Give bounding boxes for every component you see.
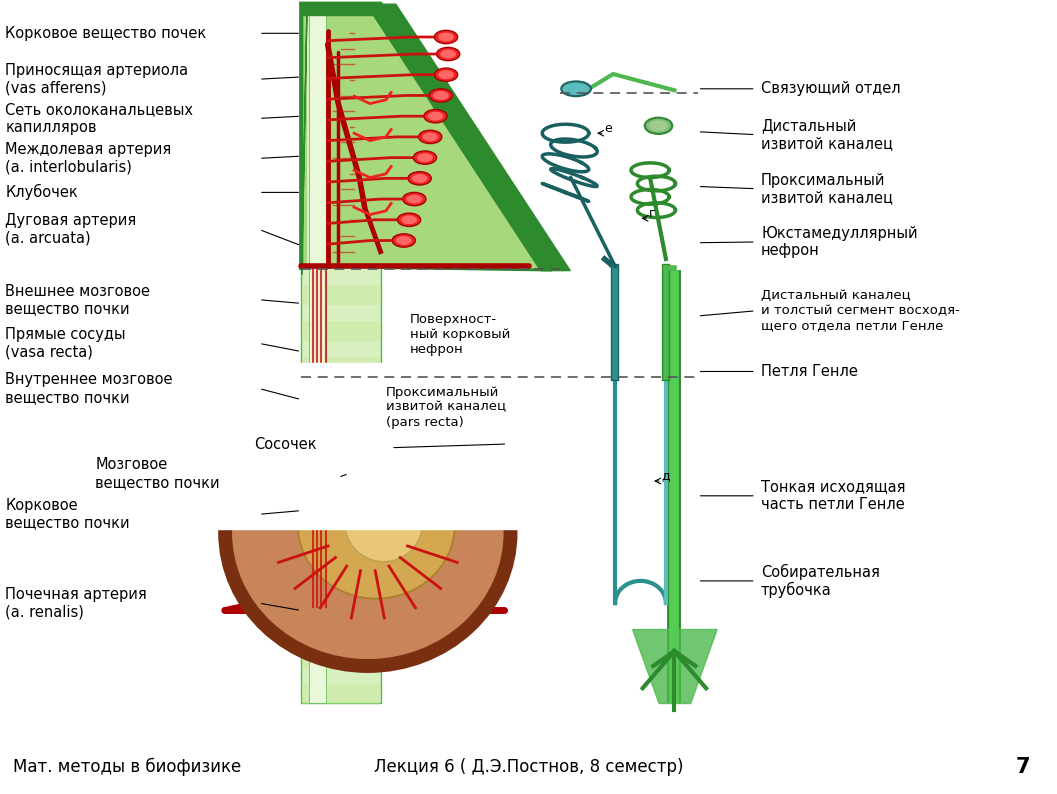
Ellipse shape xyxy=(645,118,672,134)
Text: Связующий отдел: Связующий отдел xyxy=(761,81,901,96)
Text: Сеть околоканальцевых
капилляров: Сеть околоканальцевых капилляров xyxy=(5,102,193,135)
Polygon shape xyxy=(309,7,326,703)
Ellipse shape xyxy=(649,120,668,131)
Text: д: д xyxy=(662,469,670,483)
Ellipse shape xyxy=(419,130,442,144)
Text: Почечная артерия
(a. renalis): Почечная артерия (a. renalis) xyxy=(5,587,147,619)
Text: Юкстамедуллярный
нефрон: Юкстамедуллярный нефрон xyxy=(761,225,917,258)
Ellipse shape xyxy=(395,236,412,245)
Ellipse shape xyxy=(433,91,449,100)
Text: Прямые сосуды
(vasa recta): Прямые сосуды (vasa recta) xyxy=(5,327,126,360)
Text: Поверхност-
ный корковый
нефрон: Поверхност- ный корковый нефрон xyxy=(410,313,511,356)
Ellipse shape xyxy=(427,112,444,121)
Text: Проксимальный
извитой каналец: Проксимальный извитой каналец xyxy=(761,172,893,205)
Ellipse shape xyxy=(402,215,416,224)
Ellipse shape xyxy=(225,399,511,666)
Text: Собирательная
трубочка: Собирательная трубочка xyxy=(761,564,879,599)
Text: Сосочек: Сосочек xyxy=(254,437,316,452)
Ellipse shape xyxy=(440,49,457,59)
Text: Приносящая артериола
(vas afferens): Приносящая артериола (vas afferens) xyxy=(5,63,188,95)
Ellipse shape xyxy=(561,82,591,96)
Ellipse shape xyxy=(434,30,458,44)
Text: Тонкая исходящая
часть петли Генле: Тонкая исходящая часть петли Генле xyxy=(761,480,906,512)
Text: Проксимальный
извитой каналец
(pars recta): Проксимальный извитой каналец (pars rect… xyxy=(386,386,506,429)
Ellipse shape xyxy=(412,174,428,183)
Text: Петля Генле: Петля Генле xyxy=(761,364,858,379)
Ellipse shape xyxy=(416,153,433,162)
Ellipse shape xyxy=(423,133,439,141)
Text: Корковое вещество почек: Корковое вещество почек xyxy=(5,25,206,40)
Text: Клубочек: Клубочек xyxy=(5,184,78,200)
Ellipse shape xyxy=(438,33,455,41)
Ellipse shape xyxy=(437,48,460,60)
Text: Внутреннее мозговое
вещество почки: Внутреннее мозговое вещество почки xyxy=(5,372,172,405)
Text: г: г xyxy=(649,206,655,220)
Text: Лекция 6 ( Д.Э.Постнов, 8 семестр): Лекция 6 ( Д.Э.Постнов, 8 семестр) xyxy=(374,758,683,776)
Ellipse shape xyxy=(424,110,447,123)
Polygon shape xyxy=(301,267,381,703)
Polygon shape xyxy=(301,7,550,270)
Ellipse shape xyxy=(434,68,458,82)
Text: Мозговое
вещество почки: Мозговое вещество почки xyxy=(95,457,220,490)
Text: Дуговая артерия
(a. arcuata): Дуговая артерия (a. arcuata) xyxy=(5,214,136,245)
Text: Мат. методы в биофизике: Мат. методы в биофизике xyxy=(13,758,241,776)
Text: Внешнее мозговое
вещество почки: Внешнее мозговое вещество почки xyxy=(5,283,150,316)
Text: Дистальный каналец
и толстый сегмент восходя-
щего отдела петли Генле: Дистальный каналец и толстый сегмент вос… xyxy=(761,289,960,333)
Text: е: е xyxy=(605,121,612,135)
Ellipse shape xyxy=(413,151,437,164)
Ellipse shape xyxy=(345,482,423,561)
Text: 7: 7 xyxy=(1016,757,1031,777)
Ellipse shape xyxy=(298,452,455,599)
Polygon shape xyxy=(307,7,322,267)
Ellipse shape xyxy=(397,213,421,226)
Ellipse shape xyxy=(438,71,455,79)
Ellipse shape xyxy=(408,172,431,185)
Text: Корковое
вещество почки: Корковое вещество почки xyxy=(5,498,130,530)
Ellipse shape xyxy=(403,192,426,206)
Text: Междолевая артерия
(a. interlobularis): Междолевая артерия (a. interlobularis) xyxy=(5,142,171,175)
Ellipse shape xyxy=(392,234,415,247)
Text: Дистальный
извитой каналец: Дистальный извитой каналец xyxy=(761,118,893,151)
Ellipse shape xyxy=(429,89,452,102)
Ellipse shape xyxy=(406,195,423,203)
